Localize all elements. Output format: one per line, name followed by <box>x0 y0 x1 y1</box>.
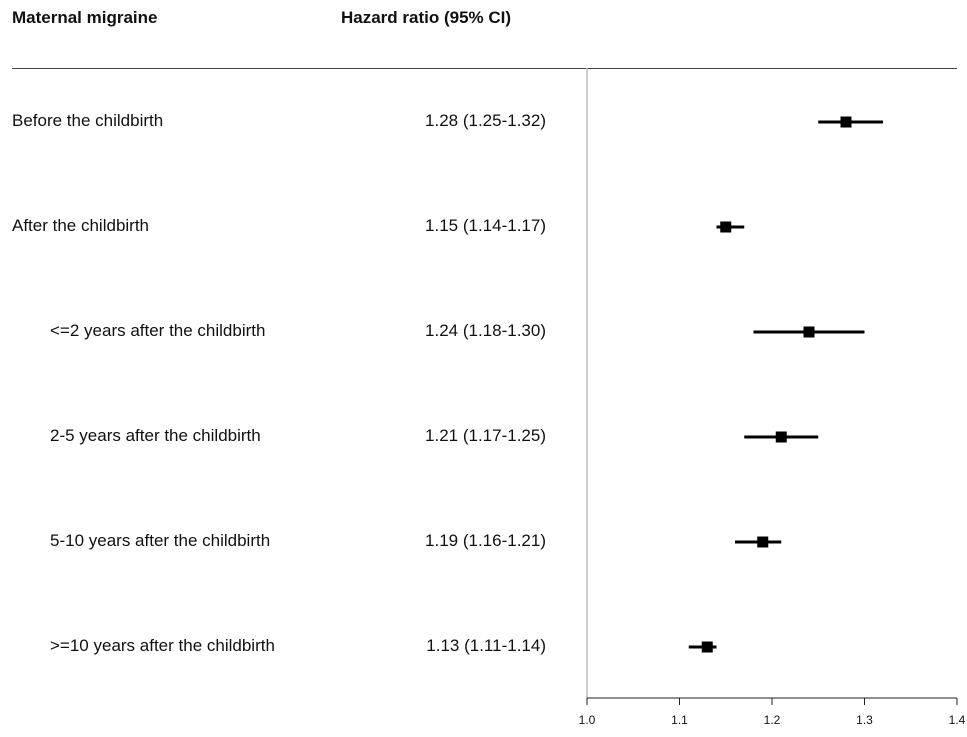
row-label-le2-years: <=2 years after the childbirth <box>50 321 266 340</box>
column-header-maternal-migraine: Maternal migraine <box>12 8 158 27</box>
point-estimate-5 <box>701 641 713 653</box>
row-hr-le2-years: 1.24 (1.18-1.30) <box>425 321 546 340</box>
row-label-2-5-years: 2-5 years after the childbirth <box>50 426 261 445</box>
x-tick-label-1: 1.1 <box>671 713 688 727</box>
row-label-ge10-years: >=10 years after the childbirth <box>50 636 275 655</box>
row-hr-before-childbirth: 1.28 (1.25-1.32) <box>425 111 546 130</box>
row-label-after-childbirth: After the childbirth <box>12 216 150 235</box>
point-estimate-2 <box>803 326 815 338</box>
row-label-5-10-years: 5-10 years after the childbirth <box>50 531 271 550</box>
x-tick-label-2: 1.2 <box>764 713 781 727</box>
point-estimate-3 <box>775 431 787 443</box>
row-hr-ge10-years: 1.13 (1.11-1.14) <box>426 636 546 655</box>
x-tick-label-3: 1.3 <box>856 713 873 727</box>
column-header-hazard-ratio: Hazard ratio (95% CI) <box>341 8 512 27</box>
x-tick-label-0: 1.0 <box>579 713 596 727</box>
row-hr-2-5-years: 1.21 (1.17-1.25) <box>425 426 546 445</box>
point-estimate-1 <box>720 221 732 233</box>
row-label-before-childbirth: Before the childbirth <box>12 111 164 130</box>
row-hr-5-10-years: 1.19 (1.16-1.21) <box>425 531 546 550</box>
header-divider <box>12 68 957 69</box>
row-hr-after-childbirth: 1.15 (1.14-1.17) <box>425 216 546 235</box>
x-tick-label-4: 1.4 <box>949 713 966 727</box>
point-estimate-0 <box>840 116 852 128</box>
point-estimate-4 <box>757 536 769 548</box>
